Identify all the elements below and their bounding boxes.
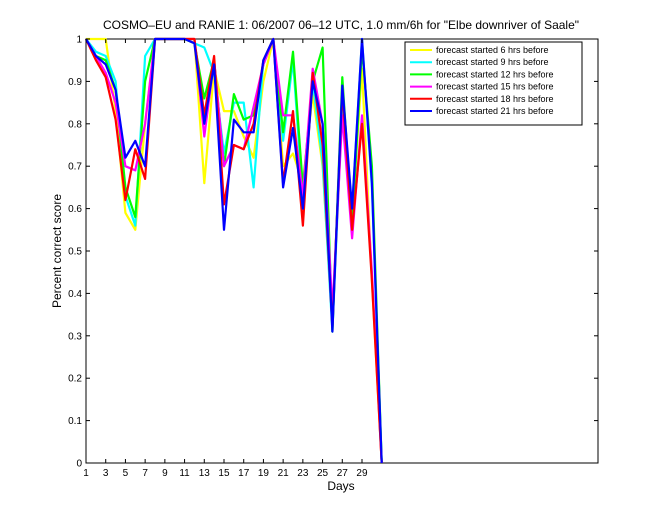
x-tick-label: 29 [356,468,368,479]
x-tick-label: 7 [142,468,148,479]
x-tick-label: 5 [123,468,129,479]
x-tick-label: 19 [258,468,270,479]
x-tick-label: 11 [179,468,190,479]
y-tick-label: 1 [76,35,82,46]
x-tick-label: 27 [337,468,349,479]
y-axis-label: Percent correct score [50,194,64,308]
x-tick-label: 13 [199,468,211,479]
x-tick-label: 15 [218,468,230,479]
x-axis-label: Days [327,479,354,493]
x-tick-label: 1 [83,468,89,479]
y-tick-label: 0.9 [68,77,82,88]
y-tick-label: 0.4 [68,289,82,300]
y-tick-label: 0.1 [68,416,82,427]
chart-title: COSMO–EU and RANIE 1: 06/2007 06–12 UTC,… [103,18,579,32]
x-tick-label: 9 [162,468,168,479]
legend-entry: forecast started 6 hrs before [436,45,549,55]
legend-box [404,41,583,126]
y-tick-label: 0.3 [68,331,82,342]
x-tick-label: 3 [103,468,109,479]
series-line-6 [85,37,383,464]
y-tick-label: 0.6 [68,204,82,215]
series-layer [85,37,383,464]
legend-entry: forecast started 18 hrs before [436,94,554,104]
y-tick-label: 0 [76,459,82,470]
x-tick-label: 17 [238,468,250,479]
legend-entry: forecast started 12 hrs before [436,69,554,79]
legend-entry: forecast started 9 hrs before [436,57,549,67]
y-tick-label: 0.8 [68,119,82,130]
y-tick-label: 0.7 [68,162,82,173]
x-tick-label: 25 [317,468,329,479]
axis-layer: 1 3 5 7 9 11 13 15 17 19 21 23 25 27 2900.10.20.30.40.… [68,35,598,479]
legend: forecast started 6 hrs before forecast st… [404,41,583,126]
legend-entry: forecast started 15 hrs before [436,82,554,92]
y-tick-label: 0.2 [68,374,82,385]
legend-entry: forecast started 21 hrs before [436,106,554,116]
x-tick-label: 23 [297,468,309,479]
y-tick-label: 0.5 [68,247,82,258]
x-tick-label: 21 [278,468,290,479]
